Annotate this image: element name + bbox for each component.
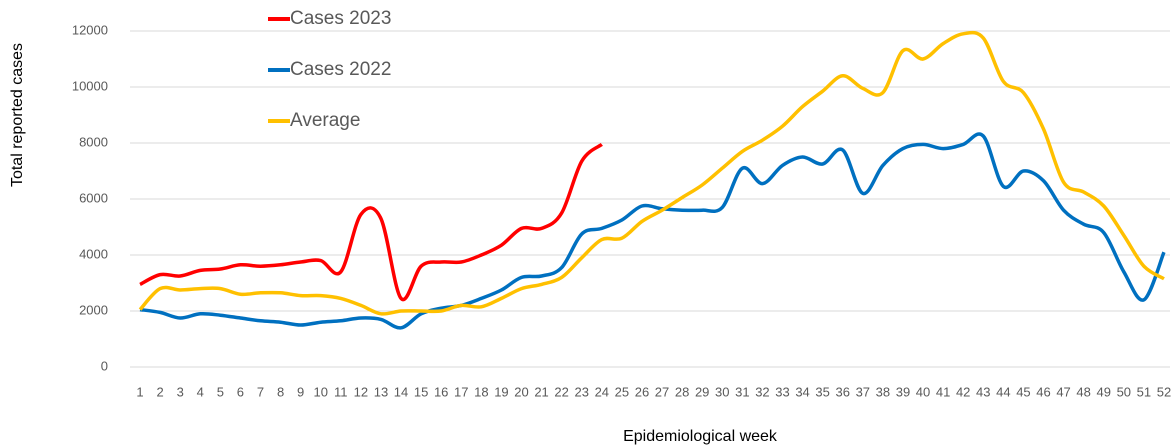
x-tick-label: 17 — [454, 384, 468, 399]
x-tick-label: 28 — [675, 384, 689, 399]
x-tick-label: 35 — [815, 384, 829, 399]
x-tick-label: 29 — [695, 384, 709, 399]
x-tick-label: 52 — [1157, 384, 1171, 399]
x-tick-label: 40 — [916, 384, 930, 399]
x-tick-label: 39 — [896, 384, 910, 399]
x-tick-label: 18 — [474, 384, 488, 399]
legend-label: Cases 2022 — [290, 59, 391, 80]
x-tick-label: 37 — [856, 384, 870, 399]
x-tick-label: 47 — [1056, 384, 1070, 399]
x-tick-label: 20 — [514, 384, 528, 399]
x-tick-label: 48 — [1076, 384, 1090, 399]
x-tick-label: 6 — [237, 384, 244, 399]
legend-label: Average — [290, 110, 360, 131]
x-tick-label: 27 — [655, 384, 669, 399]
x-tick-label: 38 — [876, 384, 890, 399]
x-tick-label: 1 — [136, 384, 143, 399]
x-tick-label: 21 — [534, 384, 548, 399]
series-line — [138, 30, 1165, 316]
x-tick-label: 13 — [374, 384, 388, 399]
x-tick-label: 50 — [1117, 384, 1131, 399]
y-tick-label: 0 — [101, 358, 108, 373]
x-tick-label: 10 — [313, 384, 327, 399]
y-tick-label: 4000 — [79, 246, 108, 261]
x-tick-label: 46 — [1036, 384, 1050, 399]
x-tick-label: 30 — [715, 384, 729, 399]
x-tick-label: 15 — [414, 384, 428, 399]
x-tick-label: 16 — [434, 384, 448, 399]
legend-label: Cases 2023 — [290, 8, 391, 29]
x-tick-label: 2 — [156, 384, 163, 399]
x-tick-label: 12 — [354, 384, 368, 399]
x-tick-label: 31 — [735, 384, 749, 399]
x-tick-label: 14 — [394, 384, 408, 399]
x-tick-label: 4 — [197, 384, 204, 399]
x-tick-label: 43 — [976, 384, 990, 399]
x-tick-label: 3 — [177, 384, 184, 399]
x-tick-label: 8 — [277, 384, 284, 399]
x-tick-label: 36 — [835, 384, 849, 399]
x-tick-label: 44 — [996, 384, 1010, 399]
x-tick-label: 26 — [635, 384, 649, 399]
x-axis-label: Epidemiological week — [623, 428, 778, 445]
x-tick-label: 42 — [956, 384, 970, 399]
x-tick-label: 51 — [1137, 384, 1151, 399]
x-tick-label: 34 — [795, 384, 809, 399]
y-tick-label: 10000 — [72, 78, 108, 93]
x-tick-label: 11 — [334, 384, 348, 399]
series-line — [139, 132, 1166, 330]
y-tick-label: 2000 — [79, 302, 108, 317]
x-tick-label: 24 — [595, 384, 609, 399]
x-tick-label: 33 — [775, 384, 789, 399]
x-tick-label: 7 — [257, 384, 264, 399]
y-tick-label: 12000 — [72, 22, 108, 37]
x-tick-label: 32 — [755, 384, 769, 399]
x-tick-label: 19 — [494, 384, 508, 399]
x-tick-label: 25 — [615, 384, 629, 399]
y-axis-label: Total reported cases — [9, 43, 26, 187]
y-tick-label: 6000 — [79, 190, 108, 205]
x-tick-label: 41 — [936, 384, 950, 399]
x-tick-label: 5 — [217, 384, 224, 399]
series-line — [139, 142, 603, 302]
x-tick-label: 45 — [1016, 384, 1030, 399]
x-tick-label: 49 — [1096, 384, 1110, 399]
x-tick-label: 23 — [574, 384, 588, 399]
x-tick-label: 9 — [297, 384, 304, 399]
x-tick-label: 22 — [554, 384, 568, 399]
y-tick-label: 8000 — [79, 134, 108, 149]
